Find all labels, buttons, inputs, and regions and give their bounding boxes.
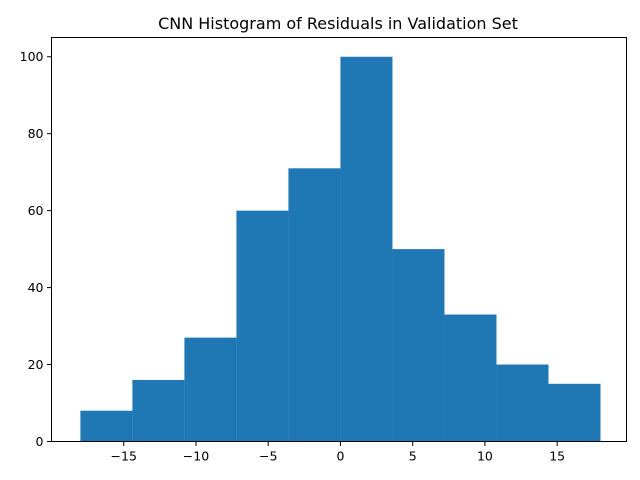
histogram-bar bbox=[288, 168, 341, 442]
histogram-bar bbox=[80, 410, 133, 442]
x-tick-label: −15 bbox=[111, 449, 137, 464]
histogram-bar bbox=[340, 56, 393, 442]
x-axis-ticks: −15 −10 −5 0 5 10 15 bbox=[111, 441, 565, 464]
y-tick-label: 100 bbox=[20, 49, 44, 64]
histogram-bar bbox=[392, 249, 445, 442]
x-tick-label: 0 bbox=[336, 449, 344, 464]
x-tick-label: 15 bbox=[549, 449, 565, 464]
plot-frame bbox=[51, 37, 627, 442]
histogram-bar bbox=[496, 364, 549, 442]
y-tick-label: 80 bbox=[28, 126, 44, 141]
y-tick-label: 60 bbox=[28, 203, 44, 218]
histogram-bar bbox=[236, 210, 289, 442]
histogram-bar bbox=[444, 314, 497, 442]
y-tick-label: 20 bbox=[28, 357, 44, 372]
y-tick-label: 40 bbox=[28, 280, 44, 295]
y-axis-ticks: 0 20 40 60 80 100 bbox=[20, 49, 52, 449]
histogram-bar bbox=[184, 337, 237, 442]
x-tick-label: 10 bbox=[477, 449, 493, 464]
bars-group bbox=[80, 56, 601, 442]
chart-title: CNN Histogram of Residuals in Validation… bbox=[158, 14, 518, 33]
y-tick-label: 0 bbox=[36, 434, 44, 449]
histogram-bar bbox=[548, 383, 601, 442]
x-tick-label: −5 bbox=[259, 449, 277, 464]
x-tick-label: 5 bbox=[409, 449, 417, 464]
histogram-bar bbox=[132, 379, 185, 442]
x-tick-label: −10 bbox=[183, 449, 209, 464]
